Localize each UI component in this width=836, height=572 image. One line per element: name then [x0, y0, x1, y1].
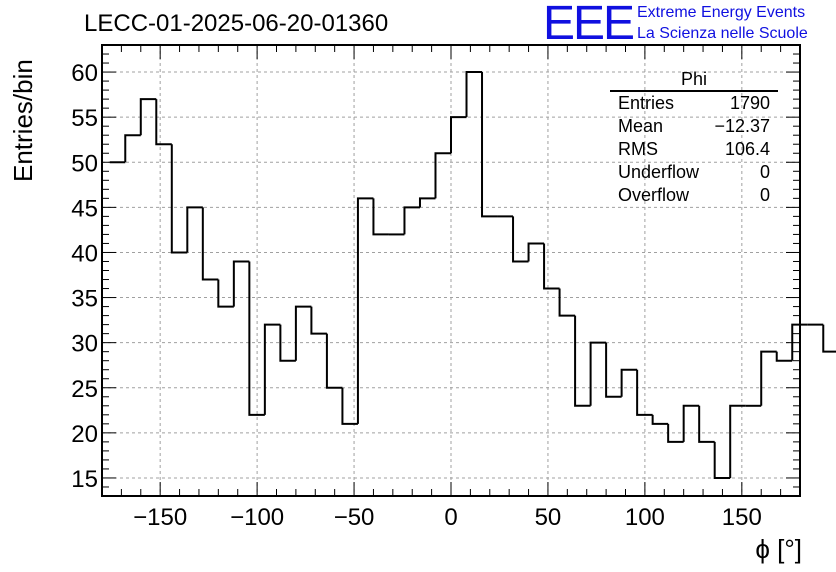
chart-title: LECC-01-2025-06-20-01360 [84, 10, 389, 37]
histogram-bin [403, 206, 420, 235]
y-tick-label: 45 [71, 195, 98, 222]
stats-row-entries: Entries 1790 [610, 92, 778, 115]
histogram-bin [729, 404, 746, 478]
histogram-bin [667, 423, 684, 443]
histogram-bin [248, 261, 265, 416]
logo-line-1: Extreme Energy Events [637, 4, 806, 21]
histogram-bin [139, 98, 157, 136]
x-axis-label: ϕ [°] [755, 534, 802, 564]
histogram-bin [310, 306, 327, 335]
histogram-bin [294, 305, 312, 361]
histogram-bin [279, 324, 296, 362]
y-tick-label: 30 [71, 331, 98, 358]
histogram-bin [713, 441, 731, 479]
y-tick-label: 20 [71, 421, 98, 448]
x-tick-label: 150 [722, 504, 762, 531]
stats-box: Phi Entries 1790 Mean −12.37 RMS 106.4 U… [610, 68, 778, 207]
histogram-bin [682, 404, 700, 442]
stats-box-title: Phi [610, 68, 778, 92]
x-tick-label: 0 [444, 504, 457, 531]
histogram-bin [527, 242, 545, 262]
histogram-bin [124, 134, 141, 163]
stats-label: Entries [618, 93, 675, 113]
grid-lines [102, 45, 800, 496]
histogram-bin [605, 342, 622, 398]
histogram-bin [574, 315, 591, 407]
stats-label: Mean [618, 116, 664, 136]
stats-label: Overflow [618, 185, 690, 205]
histogram-bin [512, 216, 529, 263]
histogram-bin [232, 260, 250, 307]
histogram-bin [698, 405, 715, 443]
y-tick-label: 50 [71, 150, 98, 177]
histogram-bin [170, 144, 188, 254]
stats-row-overflow: Overflow 0 [610, 184, 778, 207]
stats-label: Underflow [618, 162, 700, 182]
histogram-bin [372, 198, 389, 236]
stats-row-mean: Mean −12.37 [610, 115, 778, 138]
histogram-bin [263, 323, 281, 415]
histogram-bin [450, 116, 467, 154]
stats-value: 0 [759, 185, 770, 205]
histogram-bin [325, 333, 343, 389]
y-tick-label: 25 [71, 376, 98, 403]
stats-value: 106.4 [724, 139, 770, 159]
y-axis-label: Entries/bin [8, 59, 38, 182]
histogram-bin [558, 288, 576, 317]
histogram-bin [589, 341, 607, 406]
y-tick-label: 15 [71, 466, 98, 493]
stats-value: 0 [759, 162, 770, 182]
stats-value: 1790 [729, 93, 770, 113]
stats-value: −12.37 [714, 116, 770, 136]
histogram-bin [636, 369, 653, 416]
y-tick-label: 55 [71, 105, 98, 132]
histogram-bin [341, 387, 358, 425]
histogram-bin [775, 351, 793, 362]
tick-labels: −150 −100 −50 0 50 100 150 15 20 25 30 35 40 45 50 55 60 [71, 60, 762, 531]
stats-row-rms: RMS 106.4 [610, 138, 778, 161]
x-tick-label: 100 [625, 504, 665, 531]
histogram-bin [356, 197, 374, 424]
histogram-bin [651, 414, 669, 425]
histogram-bin [434, 152, 451, 199]
histogram-bin [543, 243, 560, 290]
histogram-bin [465, 71, 483, 118]
x-tick-label: 50 [535, 504, 562, 531]
histogram-bin [418, 197, 436, 208]
histogram-bin [481, 72, 498, 218]
x-tick-label: −150 [133, 504, 187, 531]
histogram-bin [217, 279, 234, 308]
histogram-bin [620, 368, 638, 397]
y-tick-label: 40 [71, 240, 98, 267]
x-tick-label: −100 [230, 504, 284, 531]
eee-logo: EEE [543, 0, 635, 50]
y-tick-label: 35 [71, 286, 98, 313]
axis-ticks [101, 44, 801, 496]
y-tick-label: 60 [71, 60, 98, 87]
histogram-bin [760, 350, 777, 406]
histogram-bars [109, 71, 836, 479]
histogram-bin [822, 324, 836, 353]
histogram-bin [201, 207, 219, 281]
histogram-bin [791, 323, 808, 361]
histogram-bin [155, 99, 172, 146]
stats-label: RMS [618, 139, 658, 159]
stats-row-underflow: Underflow 0 [610, 161, 778, 184]
x-tick-label: −50 [334, 504, 375, 531]
logo-line-2: La Scienza nelle Scuole [637, 25, 808, 42]
histogram-bin [186, 206, 203, 253]
